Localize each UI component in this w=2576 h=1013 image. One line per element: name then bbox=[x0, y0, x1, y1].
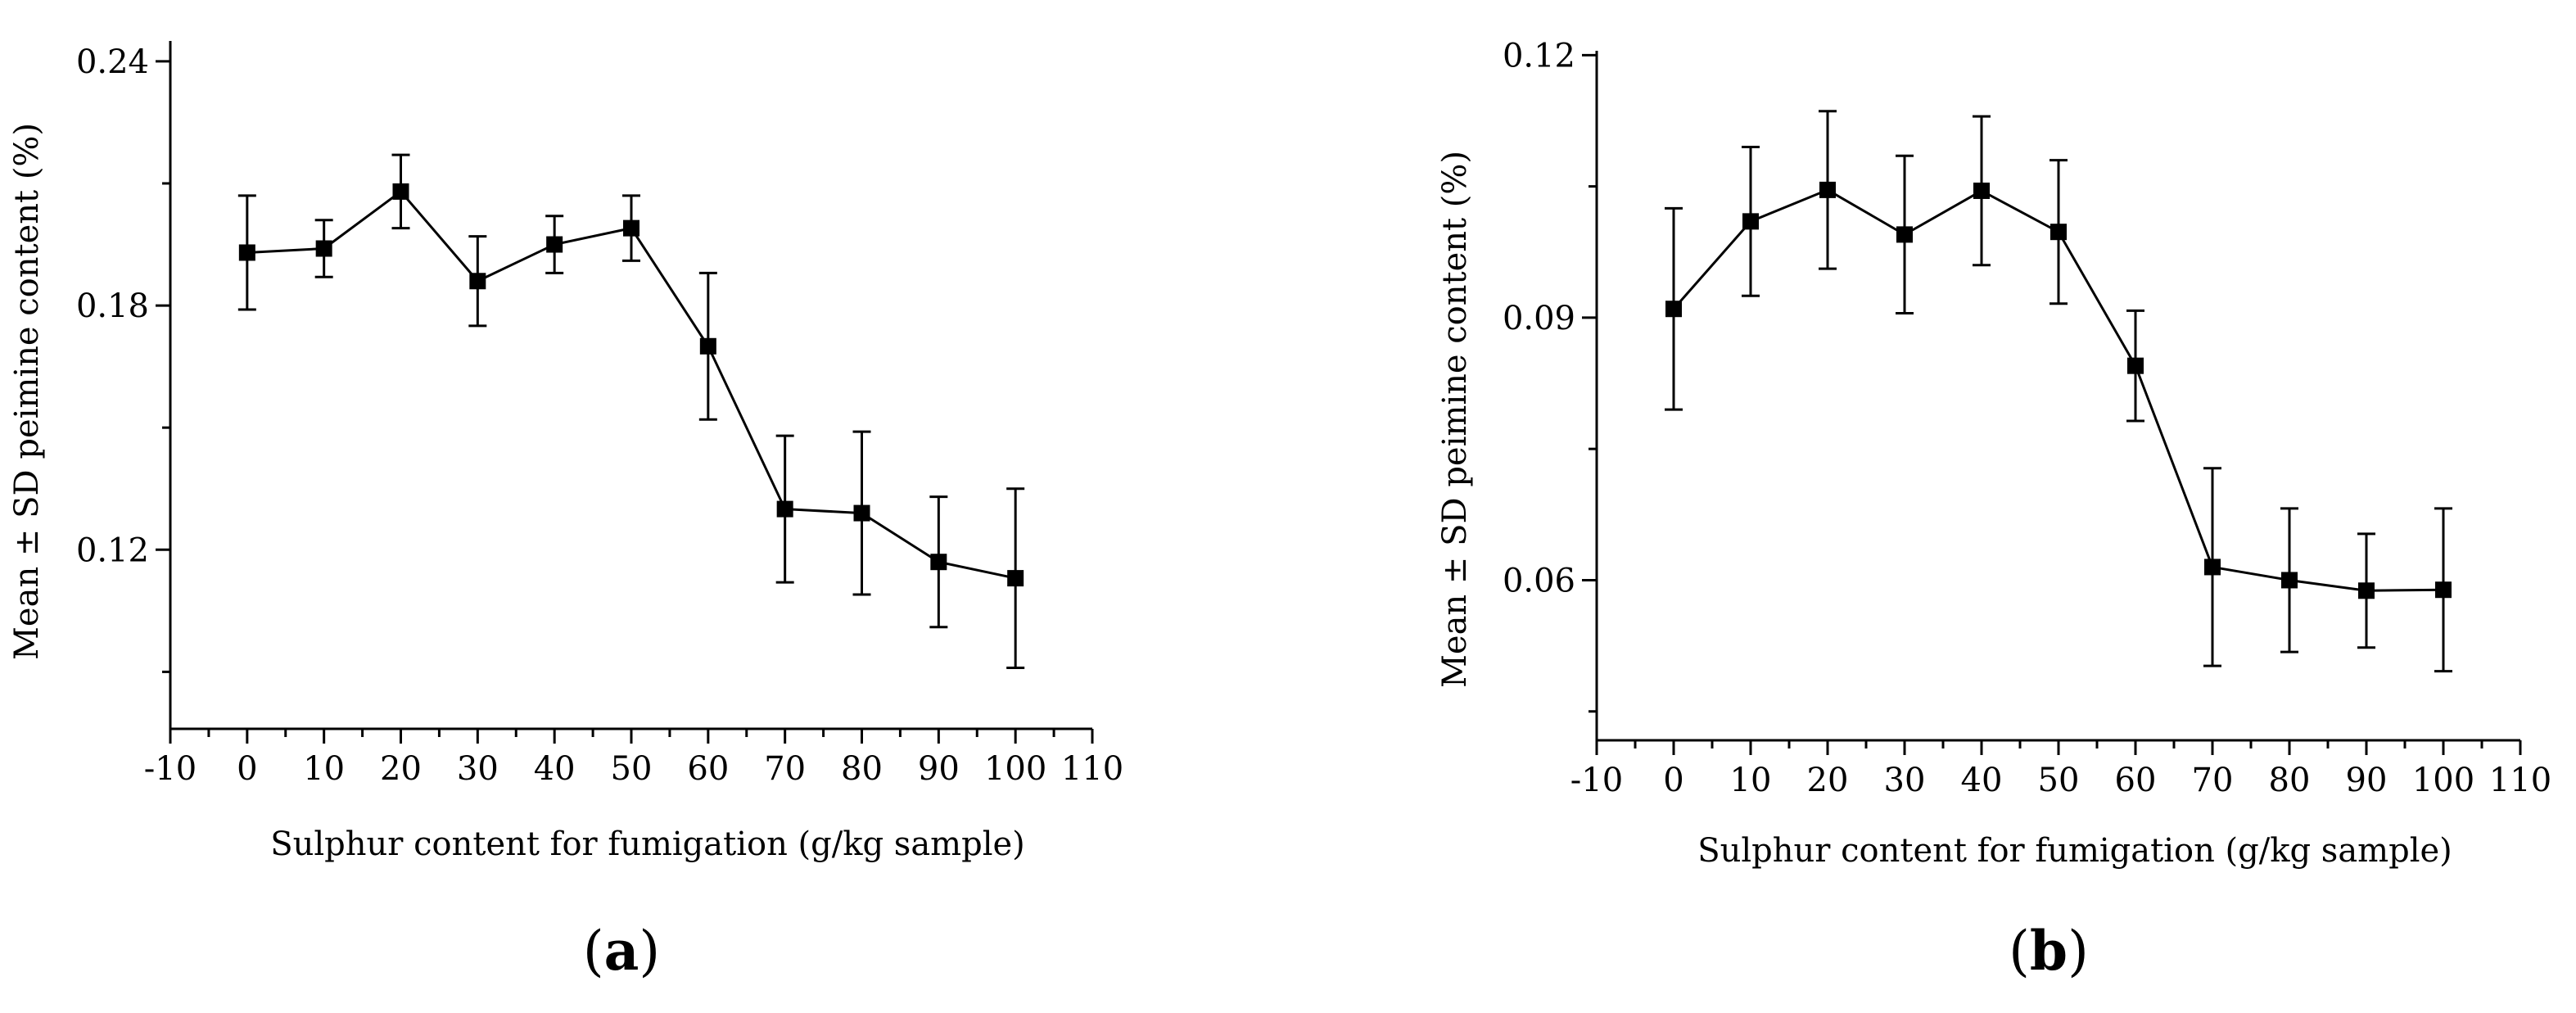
chart-a-x-tick-label: 30 bbox=[457, 750, 499, 788]
chart-a-data-point bbox=[546, 236, 563, 253]
chart-a-data-point bbox=[853, 504, 870, 522]
chart-b-x-tick-label: 40 bbox=[1961, 762, 2003, 799]
chart-a-data-point bbox=[930, 554, 947, 571]
chart-b-x-tick-label: 70 bbox=[2192, 762, 2234, 799]
chart-b-data-point bbox=[1819, 181, 1836, 198]
chart-b-data-point bbox=[2358, 582, 2375, 599]
chart-b-y-tick-label: 0.06 bbox=[1503, 562, 1575, 599]
chart-a-x-tick-label: 0 bbox=[237, 750, 257, 788]
chart-b-data-point bbox=[1665, 301, 1682, 318]
chart-b-data-point bbox=[2127, 357, 2144, 374]
chart-panel-b: -10 0 10 20 30 40 50 60 70 80 90 100 110 0.06 0.09 0.12… bbox=[1436, 37, 2551, 983]
chart-a-y-tick-label: 0.24 bbox=[76, 43, 149, 81]
chart-a-data-point bbox=[699, 337, 716, 355]
chart-a-x-tick-label: 90 bbox=[918, 750, 960, 788]
chart-b-x-tick-label: 10 bbox=[1730, 762, 1772, 799]
chart-b-x-tick-label: 60 bbox=[2115, 762, 2157, 799]
chart-b-data-point bbox=[1973, 182, 1990, 199]
chart-b-data-point bbox=[2281, 572, 2298, 589]
chart-b-panel-letter: b bbox=[2030, 919, 2068, 983]
chart-b-y-axis-label: Mean ± SD peimine content (%) bbox=[1436, 151, 1474, 688]
chart-b-x-tick-label: 90 bbox=[2346, 762, 2388, 799]
chart-b-data-point bbox=[1742, 213, 1759, 230]
chart-a-panel-letter: a bbox=[604, 919, 639, 983]
chart-b-x-tick-label: 50 bbox=[2038, 762, 2080, 799]
chart-b-data-point bbox=[2435, 581, 2452, 599]
chart-a-data-point bbox=[238, 244, 255, 261]
chart-b-data-point bbox=[2050, 224, 2067, 241]
chart-a-x-tick-label: 110 bbox=[1061, 750, 1123, 788]
chart-b-x-tick-label: 20 bbox=[1807, 762, 1849, 799]
chart-b-data-point bbox=[1896, 226, 1913, 243]
chart-a-panel-label: (a) bbox=[583, 919, 660, 983]
chart-b-y-tick-label: 0.12 bbox=[1503, 37, 1575, 75]
chart-a-data-point bbox=[1007, 570, 1024, 587]
chart-a-x-tick-label: -10 bbox=[144, 750, 197, 788]
chart-b-x-tick-label: 0 bbox=[1663, 762, 1683, 799]
chart-b-x-tick-label: 30 bbox=[1884, 762, 1926, 799]
chart-a-x-tick-label: 60 bbox=[687, 750, 729, 788]
chart-a-y-tick-label: 0.18 bbox=[76, 287, 149, 325]
chart-a-data-point bbox=[469, 273, 486, 290]
chart-a-data-point bbox=[392, 183, 409, 200]
chart-a-x-tick-label: 20 bbox=[380, 750, 422, 788]
chart-a-x-tick-label: 70 bbox=[764, 750, 806, 788]
chart-b-x-tick-label: -10 bbox=[1570, 762, 1623, 799]
chart-a-x-tick-label: 50 bbox=[611, 750, 653, 788]
chart-b-x-axis-label: Sulphur content for fumigation (g/kg sam… bbox=[1697, 832, 2452, 870]
chart-b-x-tick-label: 110 bbox=[2489, 762, 2551, 799]
chart-a-x-tick-label: 40 bbox=[534, 750, 576, 788]
chart-b-y-tick-label: 0.09 bbox=[1503, 300, 1575, 337]
chart-a-x-tick-label: 10 bbox=[303, 750, 345, 788]
chart-a-x-tick-label: 100 bbox=[984, 750, 1046, 788]
chart-a-data-point bbox=[623, 219, 639, 237]
chart-a-x-tick-label: 80 bbox=[841, 750, 883, 788]
chart-b-data-point bbox=[2204, 559, 2221, 576]
chart-panel-a: -10 0 10 20 30 40 50 60 70 80 90 100 110 0.12 0.18 0.24… bbox=[8, 41, 1123, 983]
chart-a-y-axis-label: Mean ± SD peimine content (%) bbox=[8, 123, 46, 660]
chart-b-panel-label: (b) bbox=[2009, 919, 2089, 983]
chart-a-x-axis-label: Sulphur content for fumigation (g/kg sam… bbox=[270, 825, 1025, 863]
chart-a-y-tick-label: 0.12 bbox=[76, 531, 149, 569]
chart-b-x-tick-label: 100 bbox=[2412, 762, 2474, 799]
chart-b-x-tick-label: 80 bbox=[2269, 762, 2311, 799]
chart-a-data-point bbox=[776, 500, 793, 518]
chart-a-data-point bbox=[315, 240, 332, 257]
